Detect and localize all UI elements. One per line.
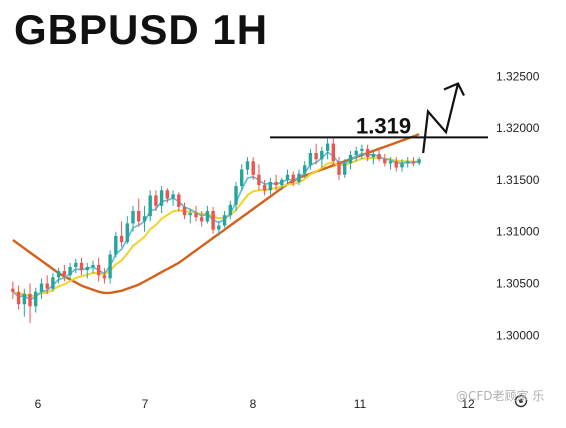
ma-slow-line bbox=[12, 133, 420, 295]
candle-body bbox=[303, 165, 307, 174]
candle-body bbox=[131, 211, 135, 224]
y-tick-label: 1.30000 bbox=[496, 328, 540, 342]
candle-body bbox=[68, 267, 72, 276]
candle-body bbox=[360, 148, 364, 151]
candle-body bbox=[56, 271, 61, 278]
ma-mid-line bbox=[12, 156, 420, 298]
candle-body bbox=[222, 215, 227, 226]
candle-body bbox=[205, 211, 210, 222]
candle-body bbox=[314, 153, 318, 160]
candle-body bbox=[365, 148, 370, 158]
candle-body bbox=[262, 185, 267, 191]
candle-body bbox=[394, 161, 398, 168]
watermark: @CFD老顾家 乐 bbox=[456, 389, 545, 403]
candle-body bbox=[383, 159, 387, 164]
candle-body bbox=[411, 161, 416, 164]
candle-body bbox=[125, 223, 129, 243]
candle-body bbox=[137, 211, 141, 222]
projection-arrow bbox=[422, 83, 460, 154]
candle-body bbox=[119, 235, 124, 243]
candle-body bbox=[388, 161, 393, 164]
x-tick-label: 6 bbox=[35, 397, 42, 411]
candle-body bbox=[343, 163, 347, 175]
candle-body bbox=[291, 174, 295, 182]
candle-body bbox=[406, 161, 410, 164]
price-axis-ticks: 1.30000 1.30500 1.31000 1.31500 1.32000 1.325… bbox=[496, 69, 540, 342]
candle-body bbox=[114, 235, 118, 255]
resistance-label: 1.319 bbox=[356, 113, 411, 138]
candle-body bbox=[28, 293, 32, 307]
candle-body bbox=[331, 143, 335, 162]
candle-body bbox=[285, 174, 290, 180]
candle-body bbox=[16, 291, 21, 305]
candle-body bbox=[148, 195, 152, 217]
candle-body bbox=[74, 262, 78, 267]
candle-body bbox=[308, 153, 313, 166]
x-tick-label: 11 bbox=[354, 397, 367, 411]
chart-title: GBPUSD 1H bbox=[14, 6, 269, 53]
candle-body bbox=[268, 182, 272, 191]
candle-body bbox=[228, 204, 232, 216]
x-tick-label: 7 bbox=[142, 397, 149, 411]
candle-body bbox=[171, 194, 175, 199]
candles bbox=[11, 138, 421, 323]
candle-body bbox=[22, 293, 26, 305]
candle-body bbox=[51, 277, 55, 289]
candle-body bbox=[85, 267, 89, 271]
candle-body bbox=[274, 182, 278, 186]
candle-body bbox=[377, 154, 381, 160]
candle-body bbox=[182, 206, 187, 216]
candle-body bbox=[354, 150, 358, 155]
candle-body bbox=[240, 169, 244, 187]
candle-body bbox=[159, 190, 164, 206]
candle-body bbox=[108, 254, 112, 279]
candle-body bbox=[39, 283, 44, 292]
candle-body bbox=[348, 155, 353, 164]
candle-body bbox=[325, 143, 330, 151]
candle-body bbox=[165, 190, 169, 199]
candle-body bbox=[417, 159, 421, 164]
candle-body bbox=[337, 161, 341, 175]
time-axis-ticks: 6 7 8 11 12 bbox=[35, 397, 475, 411]
candle-body bbox=[234, 186, 238, 205]
candle-body bbox=[188, 213, 192, 216]
candle-body bbox=[11, 288, 15, 292]
candle-body bbox=[217, 225, 221, 230]
settings-gear-icon[interactable] bbox=[514, 394, 528, 408]
candle-body bbox=[79, 262, 84, 271]
y-tick-label: 1.31500 bbox=[496, 173, 540, 187]
candle-body bbox=[257, 174, 261, 186]
candle-body bbox=[245, 161, 250, 170]
ma-fast-line bbox=[12, 151, 420, 301]
candle-body bbox=[280, 179, 284, 186]
candle-body bbox=[34, 291, 38, 307]
candle-body bbox=[400, 163, 404, 168]
candle-body bbox=[154, 195, 158, 206]
candle-body bbox=[194, 213, 198, 218]
x-tick-label: 12 bbox=[461, 397, 475, 411]
candle-body bbox=[62, 271, 66, 276]
y-tick-label: 1.30500 bbox=[496, 277, 540, 291]
candle-body bbox=[251, 161, 255, 175]
candle-body bbox=[200, 217, 204, 222]
y-tick-label: 1.32000 bbox=[496, 121, 540, 135]
candle-body bbox=[211, 211, 215, 230]
candle-body bbox=[177, 194, 181, 207]
candle-body bbox=[91, 264, 95, 267]
projection-arrow-head bbox=[443, 82, 465, 97]
candle-body bbox=[320, 150, 324, 160]
y-tick-label: 1.31000 bbox=[496, 225, 540, 239]
candle-body bbox=[102, 275, 107, 279]
candle-body bbox=[45, 283, 49, 289]
candle-body bbox=[97, 264, 101, 276]
candle-body bbox=[297, 173, 301, 182]
candle-body bbox=[142, 216, 147, 222]
x-tick-label: 8 bbox=[250, 397, 257, 411]
y-tick-label: 1.32500 bbox=[496, 69, 540, 83]
candle-body bbox=[371, 154, 375, 158]
